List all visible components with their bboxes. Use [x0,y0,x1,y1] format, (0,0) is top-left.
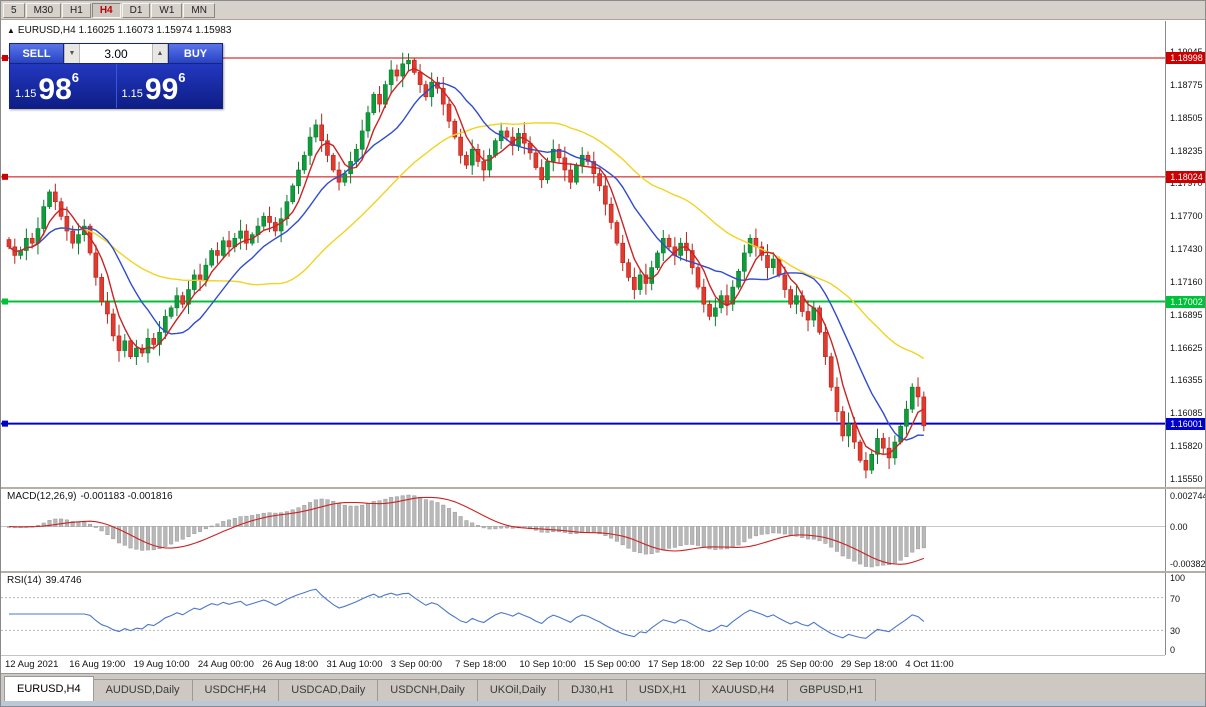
candlestick-chart[interactable] [1,21,1165,487]
macd-axis-tick: 0.002744 [1170,491,1206,501]
price-axis-tick: 1.16895 [1170,309,1203,320]
panel-divider[interactable] [1,487,1205,489]
time-axis-label: 10 Sep 10:00 [519,659,576,670]
buy-price-sup: 6 [178,70,186,85]
time-axis-label: 17 Sep 18:00 [648,659,705,670]
rsi-indicator-panel[interactable]: RSI(14) 39.4746 [1,573,1165,655]
timeframe-button-h4[interactable]: H4 [91,2,121,18]
rsi-name: RSI(14) [7,575,42,586]
price-axis-tick: 1.15820 [1170,440,1203,451]
macd-values: -0.001183 -0.001816 [80,491,173,502]
price-axis-tick: 1.18235 [1170,146,1203,157]
window-bottom-edge [1,701,1205,706]
price-line-label: 1.16001 [1166,417,1205,430]
buy-button[interactable]: BUY [168,43,223,64]
timeframe-button-m30[interactable]: M30 [25,2,62,18]
time-axis[interactable]: 12 Aug 2021 16 Aug 19:00 19 Aug 10:00 24 Au… [1,655,1165,674]
rsi-axis-tick: 100 [1170,573,1186,583]
panel-divider[interactable] [1,571,1205,573]
chart-header: ▲ EURUSD,H4 1.16025 1.16073 1.15974 1.159… [7,25,231,36]
rsi-axis-tick: 30 [1170,626,1181,637]
price-line-label: 1.17002 [1166,295,1205,308]
main-chart-panel[interactable]: ▲ EURUSD,H4 1.16025 1.16073 1.15974 1.159… [1,21,1165,487]
buy-price-big: 99 [144,72,179,106]
price-axis-tick: 1.16355 [1170,375,1203,386]
timeframe-button-d1[interactable]: D1 [121,2,151,18]
chart-tab-usdcnh[interactable]: USDCNH,Daily [377,679,478,701]
timeframe-button-w1[interactable]: W1 [151,2,183,18]
timeframe-button-h1[interactable]: H1 [62,2,91,18]
chart-tab-dj30[interactable]: DJ30,H1 [558,679,627,701]
timeframe-button-5[interactable]: 5 [3,2,25,18]
rsi-axis: 100 70 30 0 [1165,573,1205,655]
price-axis-tick: 1.17700 [1170,211,1203,222]
price-axis-tick: 1.18505 [1170,113,1203,124]
time-axis-label: 12 Aug 2021 [5,659,59,670]
chart-tab-usdcad[interactable]: USDCAD,Daily [278,679,379,701]
chart-tab-xauusd[interactable]: XAUUSD,H4 [698,679,788,701]
time-axis-label: 16 Aug 19:00 [69,659,126,670]
time-axis-label: 26 Aug 18:00 [262,659,319,670]
chart-tab-audusd[interactable]: AUDUSD,Daily [92,679,193,701]
time-axis-label: 4 Oct 11:00 [905,659,954,670]
chart-tab-bar: EURUSD,H4 AUDUSD,Daily USDCHF,H4 USDCAD,Dai… [1,673,1205,701]
time-axis-label: 3 Sep 00:00 [390,659,443,670]
time-axis-label: 7 Sep 18:00 [455,659,507,670]
chart-tab-ukoil[interactable]: UKOil,Daily [476,679,560,701]
macd-name: MACD(12,26,9) [7,491,77,502]
price-axis-tick: 1.15550 [1170,473,1203,484]
price-axis-tick: 1.17970 [1170,178,1203,189]
time-axis-label: 29 Sep 18:00 [840,659,898,670]
price-axis-tick: 1.16085 [1170,408,1203,419]
timeframe-toolbar: 5 M30 H1 H4 D1 W1 MN [1,1,1205,20]
price-axis-tick: 1.18775 [1170,80,1203,91]
macd-axis-tick: -0.003824 [1170,559,1206,569]
sell-price-big: 98 [38,72,72,106]
rsi-chart[interactable] [1,573,1165,655]
one-click-trading-panel: SELL ▼ 3.00 ▲ BUY 1.15 98 6 1.15 99 6 [9,43,223,109]
time-axis-label: 15 Sep 00:00 [583,659,641,670]
macd-label: MACD(12,26,9) -0.001183 -0.001816 [7,491,177,502]
volume-decrease-icon[interactable]: ▼ [64,44,80,63]
price-axis[interactable]: 1.190451.187751.185051.182351.179701.177… [1165,21,1205,487]
chart-tab-usdx[interactable]: USDX,H1 [625,679,700,701]
time-axis-label: 24 Aug 00:00 [197,659,254,670]
sell-button[interactable]: SELL [9,43,64,64]
collapse-icon[interactable]: ▲ [7,26,15,35]
chart-tab-eurusd[interactable]: EURUSD,H4 [4,676,94,701]
rsi-axis-tick: 0 [1170,645,1176,655]
price-axis-tick: 1.17160 [1170,277,1203,288]
sell-price-prefix: 1.15 [15,88,37,100]
price-axis-tick: 1.16625 [1170,342,1203,353]
chart-tab-usdchf[interactable]: USDCHF,H4 [191,679,280,701]
volume-value[interactable]: 3.00 [104,46,128,61]
buy-price[interactable]: 1.15 99 6 [115,64,223,108]
timeframe-button-mn[interactable]: MN [183,2,215,18]
chart-title-ohlc: EURUSD,H4 1.16025 1.16073 1.15974 1.1598… [17,25,232,36]
price-line-label: 1.18024 [1166,170,1205,183]
rsi-value: 39.4746 [45,575,82,586]
buy-price-prefix: 1.15 [121,88,143,100]
volume-spinner[interactable]: ▼ 3.00 ▲ [64,43,168,64]
macd-indicator-panel[interactable]: MACD(12,26,9) -0.001183 -0.001816 [1,489,1165,571]
volume-increase-icon[interactable]: ▲ [152,44,168,63]
price-axis-tick: 1.17430 [1170,244,1203,255]
time-axis-label: 25 Sep 00:00 [776,659,834,670]
macd-chart[interactable] [1,489,1165,571]
chart-tab-gbpusd[interactable]: GBPUSD,H1 [786,679,877,701]
time-axis-label: 19 Aug 10:00 [133,659,190,670]
rsi-axis-tick: 70 [1170,593,1181,604]
macd-axis-tick: 0.00 [1170,521,1188,532]
time-axis-label: 22 Sep 10:00 [712,659,769,670]
time-axis-label: 31 Aug 10:00 [326,659,383,670]
sell-price[interactable]: 1.15 98 6 [10,64,116,108]
macd-axis: 0.002744 0.00 -0.003824 [1165,489,1206,571]
sell-price-sup: 6 [71,70,80,85]
rsi-label: RSI(14) 39.4746 [7,575,86,586]
price-line-label: 1.18998 [1166,52,1205,64]
